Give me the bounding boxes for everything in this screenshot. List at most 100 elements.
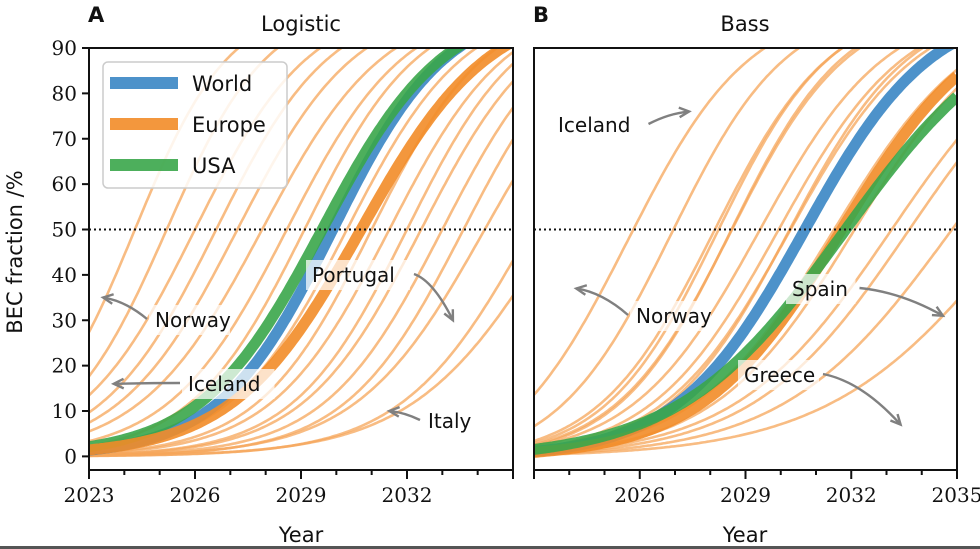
- x-tick-label: 2032: [826, 483, 877, 507]
- y-tick-label: 0: [64, 444, 77, 468]
- annotation-label: Iceland: [188, 372, 260, 396]
- country-curve: [534, 48, 845, 445]
- arrow-head-icon: [931, 305, 946, 318]
- arrow-head-icon: [573, 284, 588, 296]
- annotation-arrow: [102, 296, 148, 320]
- curves-b: [534, 48, 957, 458]
- country-curve: [89, 48, 419, 443]
- country-curve: [89, 80, 513, 457]
- y-axis-ticks-a: 0 10 20 30 40 50 60 70 80 90: [52, 36, 89, 468]
- series-curve-usa: [534, 92, 957, 455]
- x-tick-label: 2026: [170, 483, 221, 507]
- country-curve: [89, 48, 280, 378]
- annotation-label: Greece: [744, 363, 815, 387]
- series-curve-europe: [89, 48, 513, 456]
- annotation-spain: Spain: [786, 274, 946, 318]
- annotation-label: Portugal: [312, 263, 395, 287]
- bottom-border: [0, 546, 980, 549]
- arrow-head-icon: [889, 413, 903, 427]
- x-tick-label: 2035: [932, 483, 980, 507]
- y-tick-label: 60: [52, 172, 77, 196]
- annotation-arrow: [859, 286, 944, 317]
- country-curve: [534, 48, 845, 443]
- annotation-box: [552, 110, 645, 140]
- annotation-iceland: Iceland: [110, 369, 275, 399]
- legend-swatch-usa: [110, 159, 178, 171]
- y-tick-label: 70: [52, 127, 77, 151]
- annotation-portugal: Portugal: [306, 260, 455, 323]
- annotation-norway: Norway: [573, 284, 712, 331]
- y-tick-label: 50: [52, 218, 77, 242]
- country-curve: [89, 51, 513, 455]
- annotations-b: Iceland Norway Spain Greece: [552, 106, 946, 427]
- annotation-box: [630, 301, 711, 331]
- legend: World Europe USA: [102, 61, 288, 189]
- legend-swatch-europe: [110, 118, 178, 130]
- arrow-head-icon: [386, 405, 401, 418]
- annotations-a: Norway Iceland Portugal Italy: [100, 260, 492, 436]
- country-curve: [89, 48, 399, 433]
- x-axis-title-a: Year: [278, 523, 324, 547]
- x-axis-ticks-a: 2023 2026 2029 2032: [64, 470, 514, 507]
- annotation-greece: Greece: [738, 360, 903, 427]
- arrow-head-icon: [678, 106, 692, 119]
- annotation-label: Italy: [428, 409, 472, 433]
- country-curve: [534, 48, 768, 396]
- legend-label-world: World: [192, 72, 252, 96]
- x-axis-title-b: Year: [722, 523, 768, 547]
- country-curve: [534, 221, 957, 456]
- y-tick-label: 30: [52, 308, 77, 332]
- country-curve: [534, 299, 957, 457]
- x-tick-label: 2026: [614, 483, 665, 507]
- y-tick-label: 40: [52, 263, 77, 287]
- country-curve: [89, 48, 370, 424]
- annotation-label: Norway: [155, 308, 231, 332]
- y-tick-label: 80: [52, 81, 77, 105]
- annotation-arrow: [647, 110, 690, 126]
- panel-title-b: Bass: [720, 12, 769, 36]
- y-tick-label: 90: [52, 36, 77, 60]
- legend-swatch-world: [110, 77, 178, 89]
- panel-a: A Logistic Norway Iceland Portugal Italy 0 1…: [3, 3, 514, 547]
- panel-title-a: Logistic: [261, 12, 341, 36]
- country-curve: [534, 161, 957, 456]
- panel-letter-a: A: [88, 3, 105, 27]
- country-curve: [89, 294, 513, 458]
- annotation-box: [149, 305, 230, 335]
- annotation-box: [422, 406, 492, 436]
- annotation-label: Norway: [636, 304, 712, 328]
- annotation-arrow: [822, 372, 902, 426]
- annotation-box: [738, 360, 819, 390]
- annotation-label: Spain: [792, 277, 848, 301]
- y-tick-label: 10: [52, 399, 77, 423]
- annotation-box: [182, 369, 275, 399]
- panel-letter-b: B: [533, 3, 549, 27]
- annotation-arrow: [113, 381, 181, 385]
- country-curve: [534, 48, 858, 447]
- arrow-head-icon: [100, 293, 114, 305]
- annotation-box: [786, 274, 856, 304]
- x-tick-label: 2032: [382, 483, 433, 507]
- y-axis-title: BEC fraction /%: [3, 170, 27, 333]
- annotation-arrow: [413, 272, 455, 321]
- annotation-label: Iceland: [558, 113, 630, 137]
- x-tick-label: 2023: [64, 483, 115, 507]
- x-tick-label: 2029: [276, 483, 327, 507]
- annotation-iceland: Iceland: [552, 106, 692, 140]
- arrow-head-icon: [443, 309, 455, 323]
- annotation-arrow: [576, 287, 629, 316]
- arrow-head-icon: [110, 377, 125, 390]
- annotation-italy: Italy: [386, 405, 492, 436]
- series-curve-usa: [89, 48, 467, 453]
- annotation-norway: Norway: [100, 293, 231, 335]
- x-tick-label: 2029: [720, 483, 771, 507]
- country-curve: [534, 48, 802, 428]
- y-tick-label: 20: [52, 354, 77, 378]
- country-curve: [534, 48, 902, 449]
- legend-label-europe: Europe: [192, 113, 266, 137]
- legend-frame: [102, 61, 288, 189]
- x-axis-ticks-b: 2026 2029 2032 2035: [533, 470, 980, 507]
- annotation-box: [306, 260, 410, 290]
- panel-b: B Bass Iceland Norway Spain Greece 2026 2029…: [533, 3, 980, 547]
